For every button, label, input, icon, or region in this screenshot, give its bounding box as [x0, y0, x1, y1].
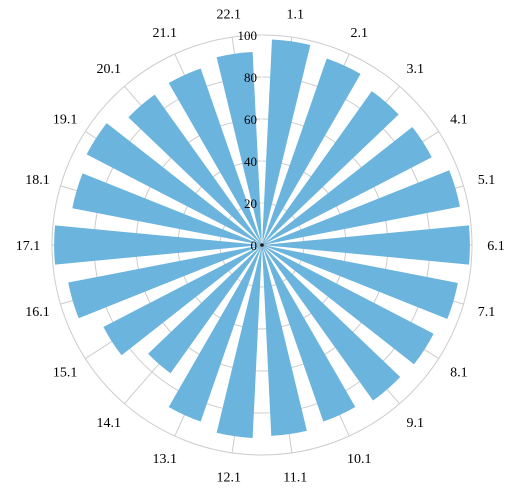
- bar-2.1: [262, 58, 361, 245]
- category-label-9.1: 9.1: [406, 416, 424, 431]
- bar-21.1: [168, 68, 262, 245]
- bar-1.1: [262, 39, 311, 245]
- category-label-10.1: 10.1: [347, 452, 372, 467]
- category-label-13.1: 13.1: [153, 452, 178, 467]
- bar-8.1: [262, 245, 434, 365]
- category-label-1.1: 1.1: [287, 7, 305, 22]
- r-tick-label-100: 100: [238, 28, 258, 43]
- category-label-20.1: 20.1: [97, 62, 122, 77]
- category-label-8.1: 8.1: [450, 366, 468, 381]
- bar-6.1: [262, 225, 470, 265]
- category-label-5.1: 5.1: [478, 173, 496, 188]
- bar-15.1: [103, 245, 263, 356]
- r-tick-label-80: 80: [244, 70, 257, 85]
- bar-3.1: [262, 91, 399, 245]
- bar-13.1: [168, 245, 262, 422]
- category-label-14.1: 14.1: [97, 416, 122, 431]
- bar-12.1: [216, 245, 262, 438]
- category-label-21.1: 21.1: [153, 26, 178, 41]
- bar-4.1: [262, 127, 432, 245]
- category-label-12.1: 12.1: [216, 471, 241, 486]
- r-tick-label-60: 60: [244, 112, 257, 127]
- category-label-18.1: 18.1: [25, 173, 50, 188]
- center-point: [260, 243, 264, 247]
- bar-9.1: [262, 245, 401, 401]
- bar-7.1: [262, 245, 458, 319]
- r-tick-label-40: 40: [244, 154, 257, 169]
- category-label-6.1: 6.1: [487, 239, 505, 254]
- bar-19.1: [86, 123, 263, 245]
- r-tick-label-20: 20: [244, 196, 257, 211]
- category-label-3.1: 3.1: [406, 62, 424, 77]
- category-label-11.1: 11.1: [283, 471, 307, 486]
- category-labels: 1.1 2.1 3.1 4.1 5.1 6.1 7.1 8.1 9.1 10.1 11.1 12.1 1…: [16, 7, 505, 485]
- bar-20.1: [128, 94, 262, 245]
- bars: [54, 39, 470, 438]
- category-label-16.1: 16.1: [25, 305, 50, 320]
- r-tick-label-0: 0: [251, 238, 258, 253]
- bar-10.1: [262, 245, 356, 422]
- category-label-4.1: 4.1: [450, 113, 468, 128]
- category-label-19.1: 19.1: [53, 113, 78, 128]
- bar-17.1: [54, 225, 263, 265]
- bar-14.1: [148, 245, 262, 374]
- bar-16.1: [68, 245, 262, 319]
- bar-5.1: [262, 170, 460, 245]
- category-label-2.1: 2.1: [350, 26, 368, 41]
- bar-11.1: [262, 245, 307, 436]
- category-label-22.1: 22.1: [216, 7, 241, 22]
- bar-22.1: [216, 52, 262, 246]
- bar-18.1: [72, 173, 263, 245]
- category-label-17.1: 17.1: [16, 239, 41, 254]
- category-label-15.1: 15.1: [53, 366, 78, 381]
- category-label-7.1: 7.1: [478, 305, 496, 320]
- radial-axis: 0 20 40 60 80 100: [238, 28, 264, 253]
